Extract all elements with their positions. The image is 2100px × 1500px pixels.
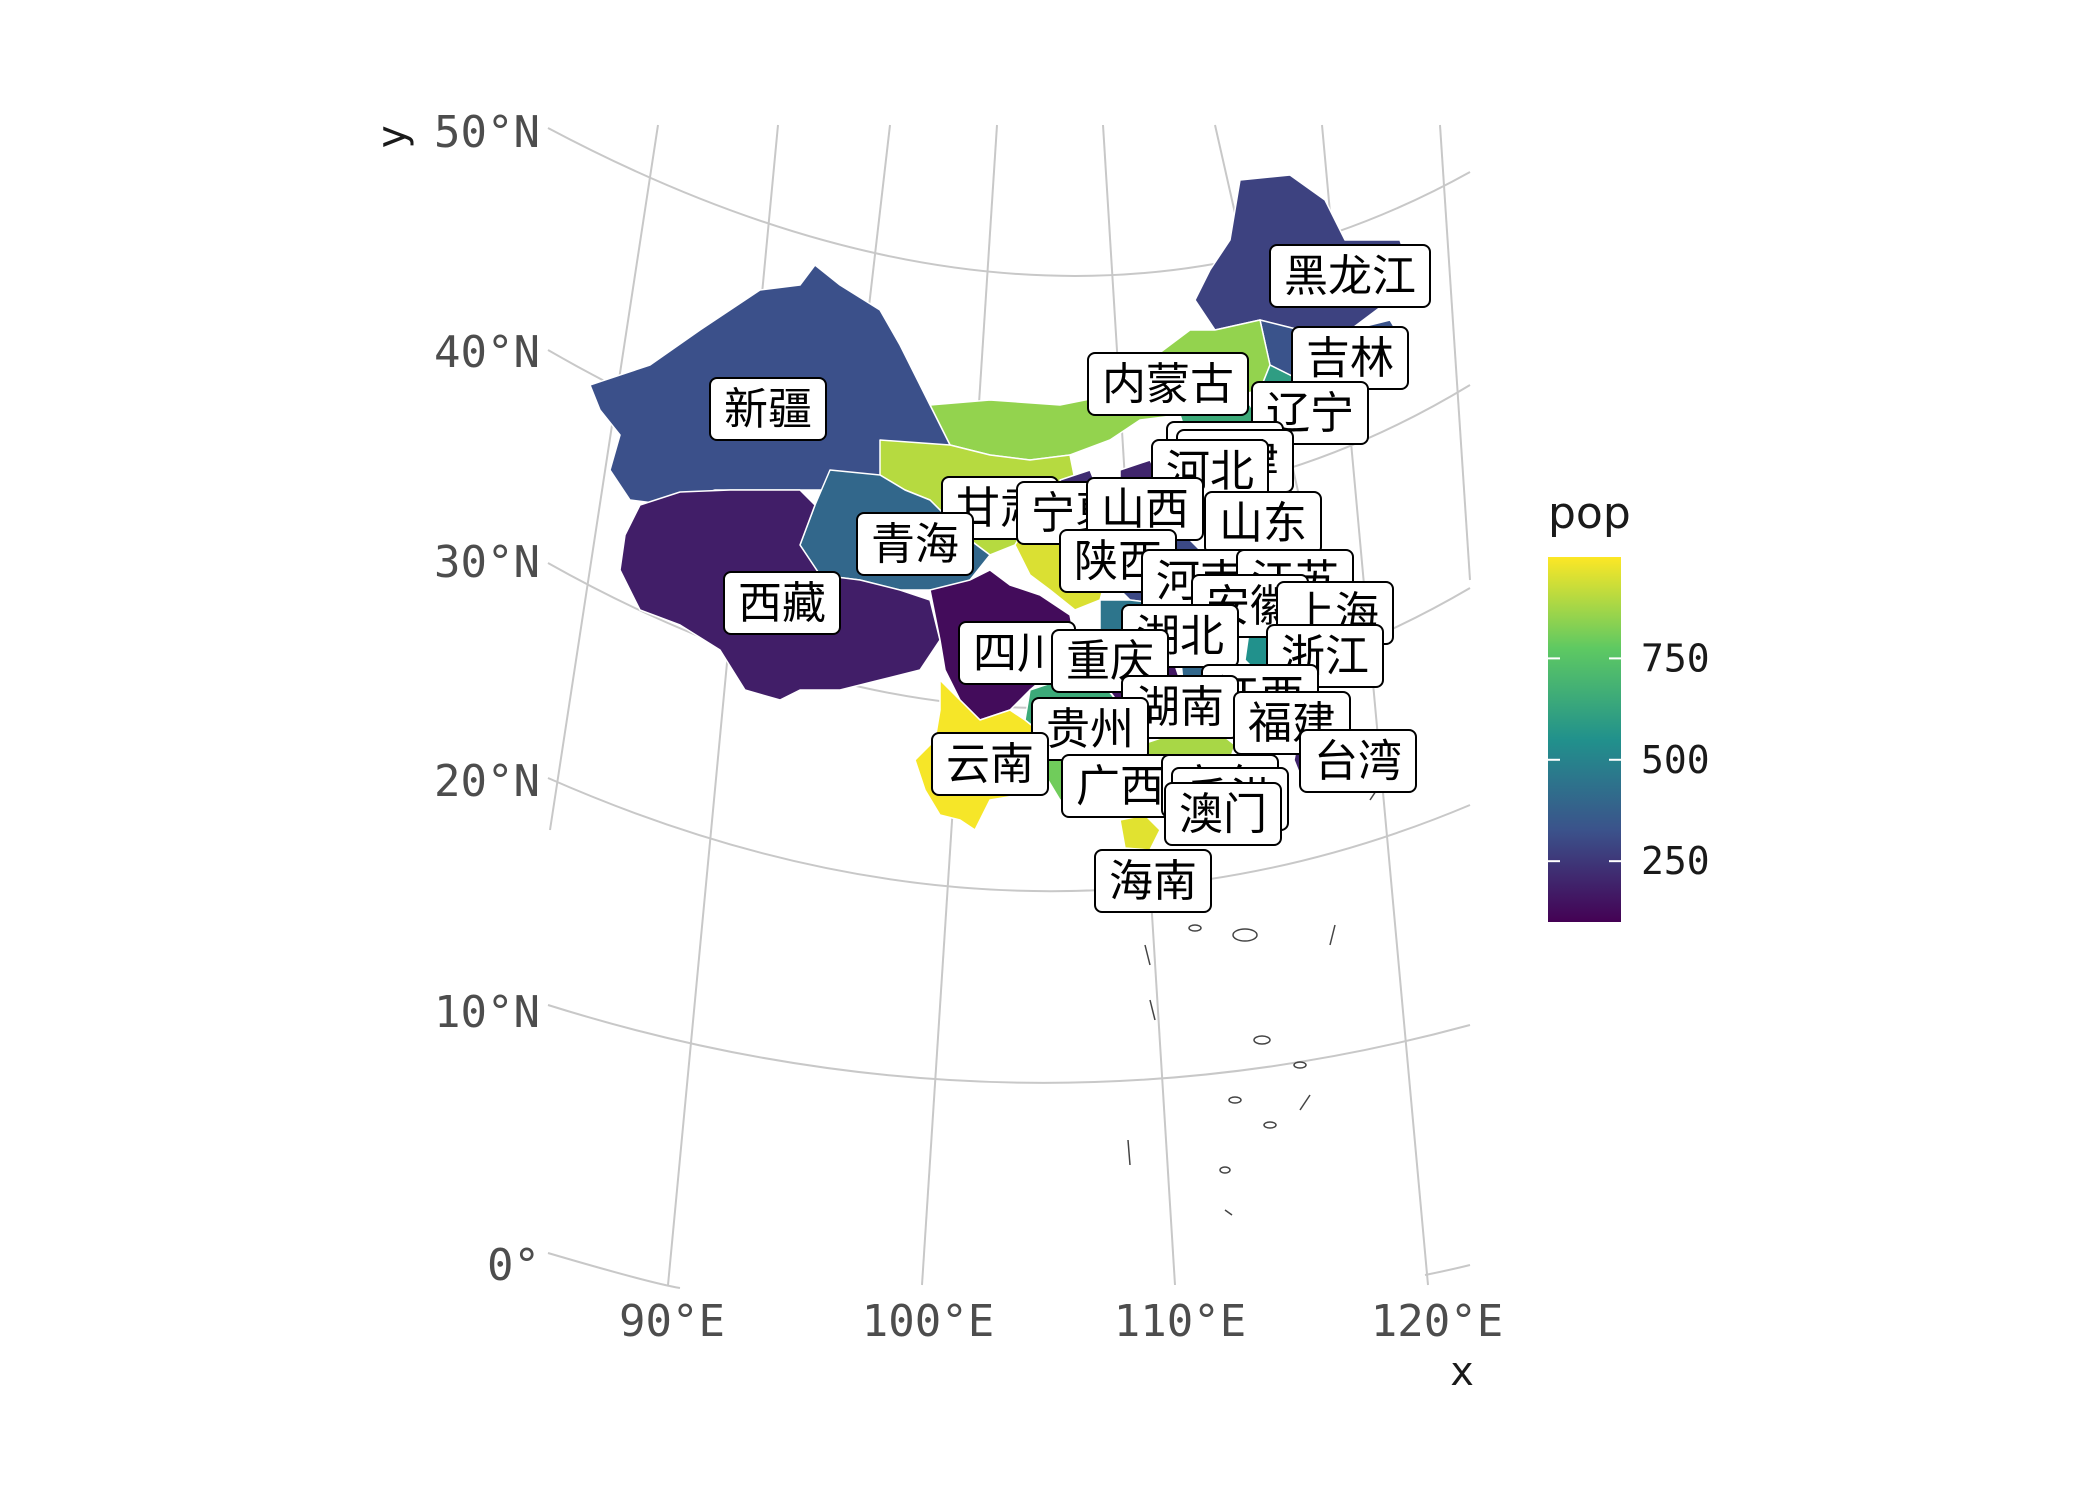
province-label-text: 山东 [1219,498,1307,549]
province-label-text: 四川 [973,628,1061,679]
nine-dash-segment [1329,924,1336,946]
province-label: 吉林 [1291,326,1409,390]
nine-dash-segment [1144,944,1151,966]
province-label: 内蒙古 [1087,352,1249,416]
island-outline [1253,1035,1271,1045]
province-label-text: 西藏 [738,578,826,629]
lat-label-20n: 20°N [434,756,540,807]
x-axis-title: x [1450,1349,1474,1395]
province-label-text: 澳门 [1179,789,1267,840]
province-label-box [1087,352,1249,416]
province-label-text: 云南 [946,739,1034,790]
province-label-text: 湖南 [1136,682,1224,733]
province-hainan[interactable] [1119,814,1161,851]
lon-label-110e: 110°E [1114,1296,1246,1347]
parallel-20n [547,777,1471,893]
province-label: 澳门 [1164,782,1282,846]
island-outline [1263,1121,1277,1129]
province-label-box [856,512,974,576]
province-label: 山东 [1204,491,1322,555]
province-label-text: 新疆 [724,384,812,435]
lon-label-120e: 120°E [1371,1296,1503,1347]
province-label: 四川 [958,621,1076,685]
province-label-box [1164,782,1282,846]
province-label: 黑龙江 [1269,244,1431,308]
lat-label-10n: 10°N [434,987,540,1038]
province-label-box [1269,244,1431,308]
island-outline [1219,1166,1231,1174]
province-label-text: 黑龙江 [1284,251,1416,302]
nine-dash-segment [1224,1209,1233,1216]
x-axis: 90°E 100°E 110°E 120°E x [619,1296,1503,1395]
province-label: 台湾 [1299,729,1417,793]
nine-dash-segment [1299,1094,1311,1111]
legend-title: pop [1548,488,1631,539]
parallel-50n [547,127,1471,277]
legend-tick-label: 500 [1641,738,1710,782]
province-label-box [931,732,1049,796]
province-label: 山西 [1086,477,1204,541]
province-label-box [723,571,841,635]
legend-tick-label: 250 [1641,839,1710,883]
island-outline [1228,1096,1242,1104]
province-label-box [709,377,827,441]
nine-dash-segment [1127,1139,1131,1166]
lat-label-50n: 50°N [434,107,540,158]
legend-ticks: 750 500 250 [1548,636,1710,883]
parallel-0 [547,1252,681,1289]
province-labels: 黑龙江吉林内蒙古辽宁北京天津河北新疆甘肃宁夏山西山东青海陕西河南江苏西藏安徽湖北… [709,244,1431,913]
province-label-text: 青海 [871,519,959,570]
province-label: 云南 [931,732,1049,796]
province-label-text: 海南 [1109,856,1197,907]
province-label-text: 贵州 [1046,704,1134,755]
province-label: 海南 [1094,849,1212,913]
lon-label-100e: 100°E [862,1296,994,1347]
island-outline [1188,924,1202,932]
lon-label-90e: 90°E [619,1296,725,1347]
nine-dash-segment [1149,999,1156,1021]
lat-label-40n: 40°N [434,327,540,378]
province-label: 广西 [1061,754,1179,818]
province-label: 新疆 [709,377,827,441]
meridian-d [1439,124,1471,581]
legend-colorbar [1548,557,1621,922]
province-label: 贵州 [1031,697,1149,761]
province-label-text: 吉林 [1306,333,1394,384]
province-label: 湖南 [1121,675,1239,739]
province-label-text: 台湾 [1314,736,1402,787]
province-label: 青海 [856,512,974,576]
legend-tick-label: 750 [1641,636,1710,680]
province-label: 西藏 [723,571,841,635]
lat-label-0: 0° [487,1240,540,1291]
parallel-0-right [1424,1264,1471,1276]
y-axis-title: y [369,125,415,149]
parallel-10n [547,1004,1471,1084]
province-label-text: 山西 [1101,484,1189,535]
island-outline [1232,928,1258,942]
province-label-text: 广西 [1076,761,1164,812]
province-label-box [1299,729,1417,793]
y-axis: 50°N 40°N 30°N 20°N 10°N 0° y [369,107,540,1291]
south-sea-islands [1127,784,1381,1216]
legend: pop 750 500 250 [1548,488,1710,922]
meridian-a [549,124,659,831]
province-label-box [1094,849,1212,913]
province-label-text: 内蒙古 [1102,359,1234,410]
lat-label-30n: 30°N [434,537,540,588]
island-outline [1293,1061,1307,1069]
